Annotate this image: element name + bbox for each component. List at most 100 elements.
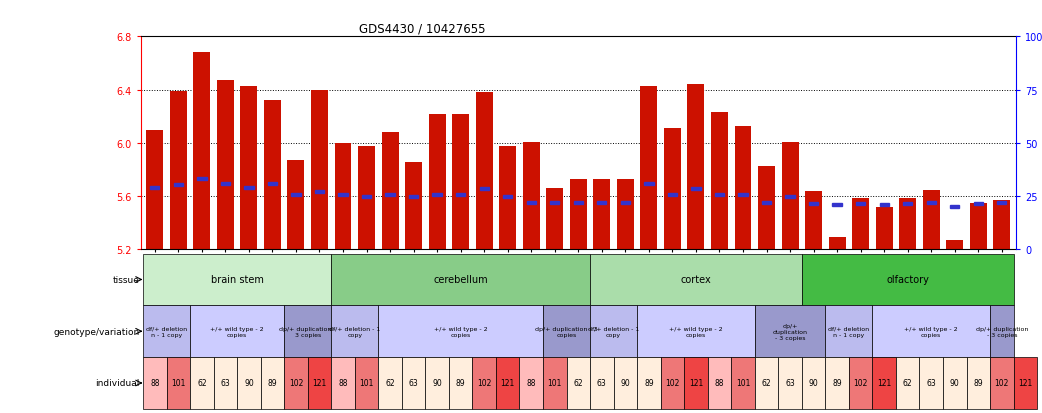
- Bar: [268, 183, 277, 186]
- Bar: [828, 238, 846, 250]
- Bar: [943, 357, 967, 409]
- Text: 102: 102: [477, 379, 492, 387]
- Bar: [221, 183, 230, 186]
- Text: 63: 63: [408, 379, 419, 387]
- Bar: [825, 357, 849, 409]
- Bar: [315, 190, 324, 194]
- Text: dp/+ duplication
- 3 copies: dp/+ duplication - 3 copies: [975, 326, 1028, 337]
- Text: olfactory: olfactory: [887, 275, 929, 285]
- Text: 102: 102: [853, 379, 868, 387]
- Bar: [402, 357, 425, 409]
- Bar: [503, 196, 513, 199]
- Text: 63: 63: [926, 379, 936, 387]
- Bar: [307, 357, 331, 409]
- Bar: [688, 85, 704, 250]
- Text: dp/+
duplication
- 3 copies: dp/+ duplication - 3 copies: [772, 323, 808, 340]
- Text: 101: 101: [548, 379, 562, 387]
- Bar: [238, 357, 260, 409]
- Text: 63: 63: [221, 379, 230, 387]
- Bar: [143, 357, 167, 409]
- Bar: [523, 142, 540, 250]
- Bar: [449, 357, 472, 409]
- Bar: [334, 144, 351, 250]
- Text: 62: 62: [197, 379, 206, 387]
- Bar: [284, 357, 307, 409]
- Bar: [378, 306, 543, 357]
- Bar: [150, 186, 159, 190]
- Bar: [354, 357, 378, 409]
- Bar: [362, 196, 371, 199]
- Text: +/+ wild type - 2
copies: +/+ wild type - 2 copies: [210, 326, 264, 337]
- Bar: [617, 179, 634, 250]
- Bar: [520, 357, 543, 409]
- Bar: [802, 254, 1014, 306]
- Bar: [899, 198, 916, 250]
- Text: GDS4430 / 10427655: GDS4430 / 10427655: [358, 22, 486, 35]
- Bar: [641, 86, 658, 250]
- Bar: [731, 357, 754, 409]
- Bar: [950, 205, 960, 208]
- Bar: [597, 201, 606, 204]
- Bar: [543, 357, 567, 409]
- Bar: [167, 357, 190, 409]
- Bar: [456, 193, 466, 196]
- Bar: [590, 306, 637, 357]
- Bar: [1014, 357, 1037, 409]
- Text: 89: 89: [833, 379, 842, 387]
- Bar: [194, 53, 210, 250]
- Text: 121: 121: [1018, 379, 1033, 387]
- Bar: [590, 357, 614, 409]
- Bar: [567, 357, 590, 409]
- Bar: [288, 161, 304, 250]
- Text: 121: 121: [313, 379, 326, 387]
- Text: tissue: tissue: [113, 275, 140, 284]
- Text: 62: 62: [762, 379, 771, 387]
- Bar: [479, 188, 489, 191]
- Bar: [872, 306, 990, 357]
- Bar: [190, 306, 284, 357]
- Bar: [217, 81, 233, 250]
- Bar: [214, 357, 238, 409]
- Bar: [476, 93, 493, 250]
- Bar: [825, 306, 872, 357]
- Bar: [526, 201, 536, 204]
- Text: 88: 88: [715, 379, 724, 387]
- Bar: [872, 357, 896, 409]
- Bar: [711, 113, 728, 250]
- Bar: [691, 188, 700, 191]
- Text: 121: 121: [877, 379, 891, 387]
- Bar: [903, 202, 913, 206]
- Text: 90: 90: [244, 379, 254, 387]
- Bar: [621, 201, 630, 204]
- Bar: [496, 357, 520, 409]
- Bar: [661, 357, 685, 409]
- Bar: [926, 201, 936, 204]
- Text: df/+ deletion - 1
copy: df/+ deletion - 1 copy: [329, 326, 380, 337]
- Text: df/+ deletion
n - 1 copy: df/+ deletion n - 1 copy: [828, 326, 869, 337]
- Bar: [358, 146, 375, 250]
- Text: 101: 101: [171, 379, 185, 387]
- Text: +/+ wild type - 2
copies: +/+ wild type - 2 copies: [669, 326, 723, 337]
- Bar: [143, 306, 190, 357]
- Bar: [590, 254, 802, 306]
- Bar: [472, 357, 496, 409]
- Bar: [644, 183, 653, 186]
- Bar: [174, 183, 183, 186]
- Bar: [570, 179, 587, 250]
- Text: 88: 88: [150, 379, 159, 387]
- Text: 90: 90: [950, 379, 960, 387]
- Bar: [452, 114, 469, 250]
- Text: 121: 121: [500, 379, 515, 387]
- Bar: [805, 191, 822, 250]
- Bar: [923, 190, 940, 250]
- Text: 89: 89: [455, 379, 466, 387]
- Text: 102: 102: [995, 379, 1009, 387]
- Text: 121: 121: [689, 379, 703, 387]
- Bar: [664, 129, 680, 250]
- Text: 101: 101: [736, 379, 750, 387]
- Bar: [849, 357, 872, 409]
- Bar: [879, 204, 889, 207]
- Bar: [668, 194, 677, 197]
- Bar: [762, 201, 771, 204]
- Text: dp/+ duplication -
3 copies: dp/+ duplication - 3 copies: [279, 326, 336, 337]
